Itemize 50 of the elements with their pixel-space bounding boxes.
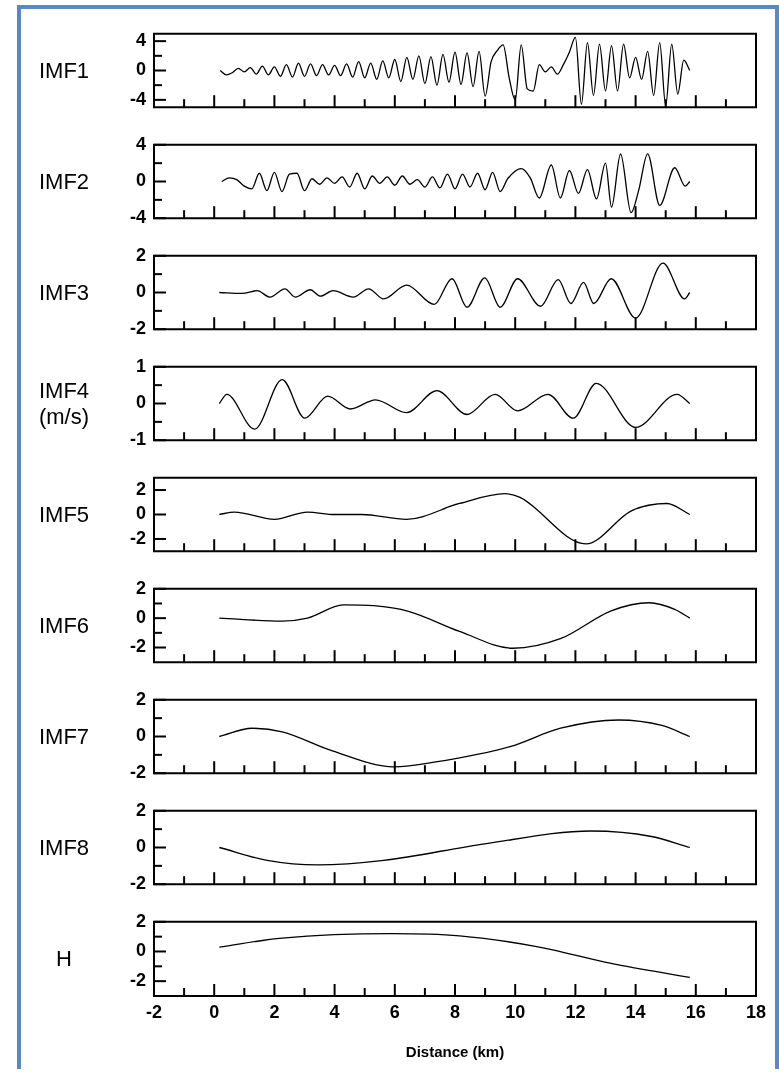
y-tick-label: -2	[129, 762, 146, 783]
y-axis-title: IMF7	[37, 722, 91, 751]
x-tick-label: 12	[565, 1001, 586, 1022]
y-tick-label: -2	[129, 873, 146, 894]
y-tick-label: 0	[135, 59, 146, 80]
y-axis-title: IMF3	[37, 278, 91, 307]
x-tick-label: 16	[685, 1001, 706, 1022]
y-tick-label: 0	[135, 725, 146, 746]
x-tick-label: 0	[209, 1001, 220, 1022]
y-tick-label: -2	[129, 970, 146, 991]
y-tick-label: 2	[135, 577, 146, 598]
y-tick-label: -2	[129, 636, 146, 657]
line-series	[221, 153, 691, 214]
y-tick-label: -2	[129, 318, 146, 339]
y-tick-label: 0	[135, 836, 146, 857]
y-axis-title: IMF6	[37, 611, 91, 640]
y-tick-label: 4	[135, 133, 146, 154]
y-tick-label: 2	[135, 244, 146, 265]
y-tick-label: 2	[135, 688, 146, 709]
x-tick-label: 6	[389, 1001, 400, 1022]
y-tick-label: 0	[135, 392, 146, 413]
line-series	[218, 830, 691, 866]
y-tick-label: 0	[135, 607, 146, 628]
y-axis-title: IMF1	[37, 56, 91, 85]
y-axis-title: IMF4 (m/s)	[37, 376, 91, 431]
y-tick-label: 0	[135, 170, 146, 191]
y-tick-label: 2	[135, 910, 146, 931]
y-axis-title: IMF2	[37, 167, 91, 196]
y-tick-label: -4	[129, 88, 146, 109]
y-tick-label: 2	[135, 799, 146, 820]
y-axis-title: IMF5	[37, 500, 91, 529]
x-tick-label: 2	[269, 1001, 280, 1022]
y-tick-label: -2	[129, 527, 146, 548]
y-tick-label: 0	[135, 940, 146, 961]
y-tick-label: 0	[135, 503, 146, 524]
x-tick-label: 14	[625, 1001, 646, 1022]
y-tick-label: -1	[129, 429, 146, 450]
y-tick-label: 2	[135, 479, 146, 499]
line-series	[218, 933, 691, 979]
x-tick-label: 8	[449, 1001, 461, 1022]
y-tick-label: 4	[135, 30, 146, 51]
y-axis-title: H	[55, 944, 73, 973]
y-tick-label: -4	[129, 207, 146, 228]
x-axis-title: Distance (km)	[405, 1043, 505, 1061]
y-axis-title: IMF8	[37, 833, 91, 862]
y-tick-label: 1	[135, 355, 146, 376]
x-tick-label: 10	[505, 1001, 526, 1022]
x-tick-label: 4	[329, 1001, 340, 1022]
x-tick-label: 18	[745, 1001, 767, 1022]
y-tick-label: 0	[135, 281, 146, 302]
